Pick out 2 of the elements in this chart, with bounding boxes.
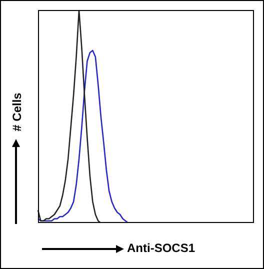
y-axis-title: # Cells [10, 92, 24, 134]
x-axis-title: Anti-SOCS1 [127, 241, 196, 255]
